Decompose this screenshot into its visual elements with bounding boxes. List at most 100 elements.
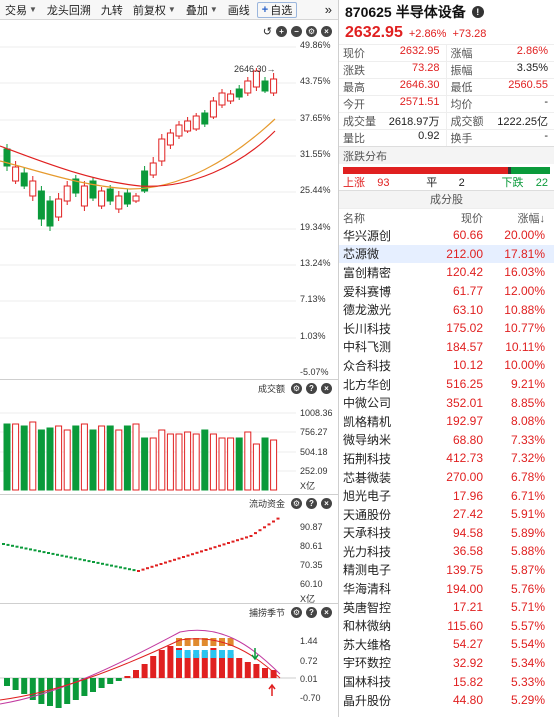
constituent-price: 68.80 <box>452 432 483 447</box>
volume-bar <box>166 433 174 491</box>
header-price[interactable]: 现价 <box>461 212 483 225</box>
constituent-change: 17.81% <box>504 246 545 261</box>
constituent-price: 60.66 <box>452 228 483 243</box>
constituent-row[interactable]: 中科飞测 184.57 10.11% <box>339 338 554 357</box>
constituent-row[interactable]: 和林微纳 115.60 5.57% <box>339 616 554 635</box>
constituent-change: 5.34% <box>510 655 545 670</box>
constituent-row[interactable]: 国林科技 15.82 5.33% <box>339 672 554 691</box>
axis-label: 252.09 <box>300 466 328 476</box>
candle-body <box>192 115 200 130</box>
constituent-change: 5.91% <box>510 507 545 522</box>
constituent-row[interactable]: 苏大维格 54.27 5.54% <box>339 635 554 654</box>
header-change[interactable]: 涨幅↓ <box>517 212 546 225</box>
season-close-icon[interactable]: × <box>321 607 332 618</box>
close-icon[interactable]: × <box>321 26 332 37</box>
volume-settings-icon[interactable]: ⚙ <box>291 383 302 394</box>
candle-body <box>270 78 278 94</box>
constituent-row[interactable]: 华兴源创 60.66 20.00% <box>339 226 554 245</box>
constituent-row[interactable]: 德龙激光 63.10 10.88% <box>339 300 554 319</box>
constituent-row[interactable]: 宇环数控 32.92 5.34% <box>339 654 554 673</box>
constituent-name: 光力科技 <box>343 544 392 559</box>
toolbar-adjust[interactable]: 前复权 ▼ <box>132 4 176 17</box>
constituent-row[interactable]: 爱科赛博 61.77 12.00% <box>339 282 554 301</box>
constituent-change: 5.76% <box>510 581 545 596</box>
constituent-name: 华兴源创 <box>343 228 392 243</box>
volume-panel[interactable]: 成交额 ⚙ ? × 1008.36 756.27 504.18 252.09 X亿 <box>0 380 338 494</box>
season-settings-icon[interactable]: ⚙ <box>291 607 302 618</box>
constituent-row[interactable]: 晶升股份 44.80 5.29% <box>339 691 554 710</box>
season-bar <box>29 678 36 700</box>
constituent-name: 旭光电子 <box>343 489 392 504</box>
constituent-row[interactable]: 富创精密 120.42 16.03% <box>339 263 554 282</box>
constituent-row[interactable]: 长川科技 175.02 10.77% <box>339 319 554 338</box>
toolbar-overlay[interactable]: 叠加 ▼ <box>185 4 218 17</box>
constituent-row[interactable]: 中微公司 352.01 8.85% <box>339 393 554 412</box>
flow-point <box>29 548 32 551</box>
constituent-change: 10.11% <box>505 339 545 354</box>
toolbar-leader-trace[interactable]: 龙头回溯 <box>46 4 91 17</box>
quote-row: 现价 2632.95 涨幅 2.86% <box>339 44 554 61</box>
volume-bar <box>201 429 209 491</box>
volume-help-icon[interactable]: ? <box>306 383 317 394</box>
constituent-row[interactable]: 众合科技 10.12 10.00% <box>339 356 554 375</box>
flow-settings-icon[interactable]: ⚙ <box>291 498 302 509</box>
constituent-row[interactable]: 拓荆科技 412.73 7.32% <box>339 449 554 468</box>
settings-icon[interactable]: ⚙ <box>306 26 317 37</box>
constituent-row[interactable]: 精测电子 139.75 5.87% <box>339 561 554 580</box>
constituent-change: 5.88% <box>510 544 545 559</box>
change-value: +73.28 <box>452 28 487 40</box>
season-bar <box>98 678 105 688</box>
constituent-price: 94.58 <box>452 525 483 540</box>
season-help-icon[interactable]: ? <box>306 607 317 618</box>
axis-label: 1.44 <box>300 636 318 646</box>
constituent-price: 139.75 <box>446 562 483 577</box>
constituent-change: 5.71% <box>510 600 545 615</box>
candle-body <box>46 200 54 227</box>
info-icon[interactable]: ! <box>471 6 484 18</box>
flow-point <box>51 552 55 555</box>
constituent-price: 192.97 <box>446 414 483 429</box>
flow-panel[interactable]: 流动资金 ⚙ ? × 90.87 80.61 70.35 60.10 X亿 <box>0 495 338 604</box>
volume-bar <box>244 431 252 491</box>
candle-body <box>184 120 192 132</box>
volume-bar <box>89 429 97 491</box>
season-bar <box>244 662 251 678</box>
season-bar <box>64 678 71 704</box>
axis-label: 0.72 <box>300 656 318 666</box>
toolbar-nine-turn[interactable]: 九转 <box>100 4 123 17</box>
season-bar <box>201 652 208 678</box>
volume-bar <box>192 433 200 491</box>
back-icon[interactable]: ↺ <box>262 26 272 38</box>
season-panel[interactable]: 捕捞季节 ⚙ ? × 1.44 0.72 0.01 -0.70 <box>0 604 338 717</box>
constituent-row[interactable]: 英唐智控 17.21 5.71% <box>339 598 554 617</box>
constituent-row[interactable]: 光力科技 36.58 5.88% <box>339 542 554 561</box>
volume-close-icon[interactable]: × <box>321 383 332 394</box>
flow-help-icon[interactable]: ? <box>306 498 317 509</box>
zoom-in-icon[interactable]: + <box>276 26 287 37</box>
flow-point <box>101 562 104 565</box>
toolbar-trade[interactable]: 交易 ▼ <box>5 4 37 17</box>
current-price: 2632.95 <box>345 24 403 41</box>
kline-panel[interactable]: ↺ + − ⚙ × 2646.30→ 49.86% 43.75% 37.65% 31.… <box>0 21 338 379</box>
constituent-row[interactable]: 北方华创 516.25 9.21% <box>339 375 554 394</box>
add-watchlist-button[interactable]: + 自选 <box>256 1 298 18</box>
constituent-row[interactable]: 天承科技 94.58 5.89% <box>339 524 554 543</box>
constituent-row[interactable]: 华海清科 194.00 5.76% <box>339 579 554 598</box>
flow-point <box>240 537 244 540</box>
constituent-change: 10.77% <box>504 321 545 336</box>
constituent-row[interactable]: 芯源微 212.00 17.81% <box>339 244 554 264</box>
header-name[interactable]: 名称 <box>343 212 365 225</box>
volume-bar <box>115 429 123 491</box>
toolbar-draw[interactable]: 画线 <box>227 4 250 17</box>
flow-point <box>164 561 167 564</box>
quote-value: - <box>544 130 548 142</box>
flow-close-icon[interactable]: × <box>321 498 332 509</box>
axis-label: 19.34% <box>300 222 331 232</box>
toolbar-more-button[interactable]: » <box>324 2 332 17</box>
constituent-row[interactable]: 凯格精机 192.97 8.08% <box>339 412 554 431</box>
constituent-row[interactable]: 微导纳米 68.80 7.33% <box>339 431 554 450</box>
constituent-row[interactable]: 旭光电子 17.96 6.71% <box>339 486 554 505</box>
constituent-row[interactable]: 天通股份 27.42 5.91% <box>339 505 554 524</box>
constituent-row[interactable]: 芯碁微装 270.00 6.78% <box>339 468 554 487</box>
zoom-out-icon[interactable]: − <box>291 26 302 37</box>
